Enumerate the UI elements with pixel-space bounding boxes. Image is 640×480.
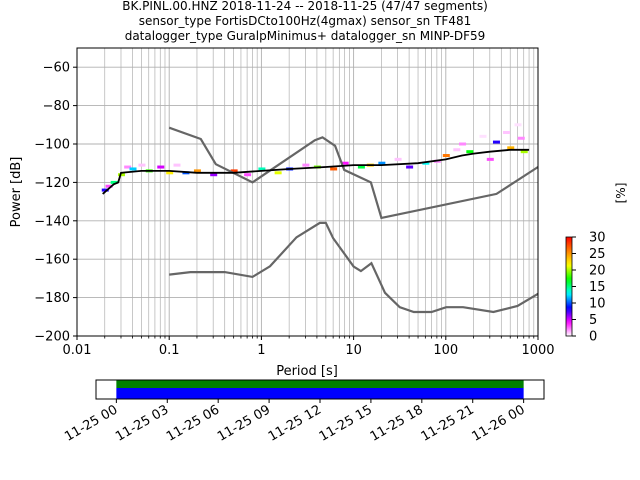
heat-cell xyxy=(503,130,511,134)
heat-cell xyxy=(357,165,365,169)
timeline-tick-label: 11-25 18 xyxy=(368,402,426,444)
heat-cell xyxy=(517,136,525,140)
coverage-bar-top xyxy=(116,380,524,388)
colorbar-gradient xyxy=(565,236,573,337)
grid-lines xyxy=(76,48,538,337)
plot-frame xyxy=(76,47,539,337)
heat-cell xyxy=(302,163,310,167)
heat-cell xyxy=(193,169,201,173)
heat-cell xyxy=(157,165,165,169)
colorbar-tick-label: 20 xyxy=(589,264,606,279)
heat-cell xyxy=(210,173,218,177)
timeline-tick-label: 11-25 00 xyxy=(62,402,120,444)
heat-cell xyxy=(138,163,146,167)
title-line-1: BK.PINL.00.HNZ 2018-11-24 -- 2018-11-25 … xyxy=(122,0,488,13)
timeline-tick-label: 11-25 03 xyxy=(113,402,171,444)
colorbar-tick-label: 0 xyxy=(589,330,597,345)
heat-cell xyxy=(101,188,109,192)
heat-cell xyxy=(479,134,487,138)
y-tick-label: −120 xyxy=(34,176,70,191)
colorbar-tick-label: 10 xyxy=(589,297,606,312)
y-tick-label: −160 xyxy=(34,253,70,268)
heat-cell xyxy=(492,140,500,144)
heat-cell xyxy=(105,184,113,188)
plot-background xyxy=(77,48,538,336)
colorbar-tick-label: 5 xyxy=(589,313,597,328)
x-tick-label: 0.01 xyxy=(63,343,92,358)
heat-cell xyxy=(230,169,238,173)
y-tick-label: −100 xyxy=(34,138,70,153)
heat-cell xyxy=(453,148,461,152)
y-axis-label: Power [dB] xyxy=(9,157,24,228)
heat-cell xyxy=(341,161,349,165)
heat-cell xyxy=(514,123,522,127)
timeline-tick-label: 11-26 00 xyxy=(470,402,528,444)
heat-cell xyxy=(442,154,450,158)
heat-cell xyxy=(520,150,528,154)
x-tick-label: 10 xyxy=(345,343,362,358)
mode-curve-line xyxy=(102,148,530,195)
heat-cell xyxy=(459,142,467,146)
noise-models xyxy=(168,126,539,314)
coverage-bar-bottom xyxy=(116,388,524,399)
title-line-2: sensor_type FortisDCto100Hz(4gmax) senso… xyxy=(139,14,471,28)
timeline-tick-label: 11-25 21 xyxy=(419,402,477,444)
mode-curve xyxy=(102,148,530,195)
heat-cell xyxy=(486,157,494,161)
heat-cell xyxy=(173,163,181,167)
heat-cell xyxy=(124,165,132,169)
y-tick-label: −180 xyxy=(34,291,70,306)
colorbar-tick-label: 30 xyxy=(589,231,606,246)
heat-cell xyxy=(258,167,266,171)
heat-cell xyxy=(378,161,386,165)
high-noise-model-line xyxy=(168,126,539,220)
x-tick-label: 100 xyxy=(433,343,458,358)
timeline-tick-label: 11-25 06 xyxy=(164,402,222,444)
title-line-3: datalogger_type GuralpMinimus+ datalogge… xyxy=(125,29,486,43)
colorbar-tick-label: 25 xyxy=(589,247,606,262)
y-tick-label: −140 xyxy=(34,214,70,229)
heat-cell xyxy=(129,167,137,171)
psd-plot: 0.01 0.1 1 10 100 1000 −60 −80 −100 −120 −140 −160… xyxy=(9,47,555,379)
heat-cell xyxy=(274,171,282,175)
x-axis-label: Period [s] xyxy=(276,364,338,379)
y-tick-label: −200 xyxy=(34,330,70,345)
heat-cell xyxy=(166,171,174,175)
heat-cell xyxy=(466,150,474,154)
x-tick-label: 0.1 xyxy=(159,343,180,358)
timeline-tick-label: 11-25 09 xyxy=(215,402,273,444)
heat-cell xyxy=(422,161,430,165)
y-tick-label: −80 xyxy=(43,99,70,114)
x-tick-label: 1 xyxy=(257,343,265,358)
timeline-tick-label: 11-25 15 xyxy=(317,402,375,444)
colorbar-label: [%] xyxy=(614,183,628,204)
heat-cell xyxy=(394,157,402,161)
x-ticks: 0.01 0.1 1 10 100 1000 xyxy=(63,336,555,358)
heat-cell xyxy=(110,180,118,184)
y-ticks: −60 −80 −100 −120 −140 −160 −180 −200 xyxy=(34,61,77,345)
y-tick-label: −60 xyxy=(43,61,70,76)
heat-cell xyxy=(117,173,125,177)
timeline-tick-label: 11-25 12 xyxy=(266,402,324,444)
x-tick-label: 1000 xyxy=(521,343,554,358)
heat-cell xyxy=(244,173,252,177)
heat-cell xyxy=(406,165,414,169)
heat-cell xyxy=(507,146,515,150)
colorbar-tick-label: 15 xyxy=(589,280,606,295)
heat-cell xyxy=(330,167,338,171)
coverage-bars xyxy=(116,380,524,399)
low-noise-model-line xyxy=(169,221,539,314)
